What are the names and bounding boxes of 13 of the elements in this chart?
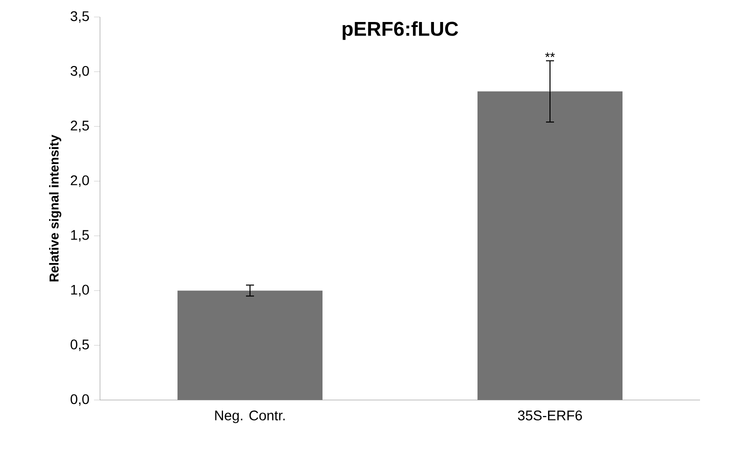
y-tick-label: 3,5 — [70, 11, 89, 23]
annotation: ** — [545, 52, 555, 58]
x-tick-label: Neg. Contr. — [215, 410, 285, 424]
y-tick-label: 1,0 — [71, 284, 89, 296]
y-tick-label: 1,5 — [71, 230, 89, 242]
y-tick-label: 3,0 — [70, 66, 89, 78]
y-tick-label: 2,0 — [70, 175, 89, 187]
y-tick-label: 0,5 — [70, 340, 89, 352]
y-tick-label: 0,0 — [70, 394, 89, 406]
chart-title: pERF6:fLUC — [342, 21, 458, 40]
x-tick-label: 35S-ERF6 — [518, 410, 582, 420]
y-axis-title: Relative signal intensity — [49, 134, 62, 282]
y-tick-label: 2,5 — [70, 120, 89, 132]
